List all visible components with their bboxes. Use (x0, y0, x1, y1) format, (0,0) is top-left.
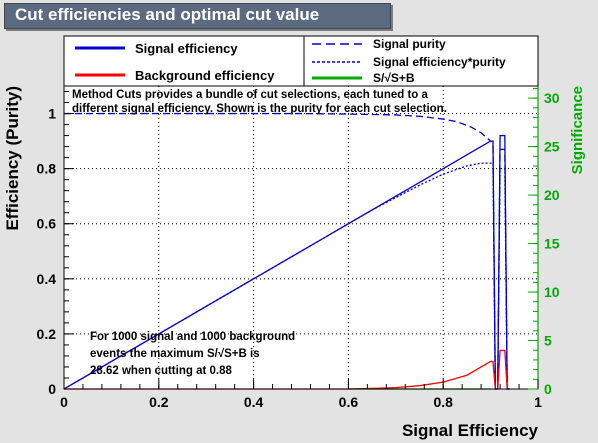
y2-tick-label: 0 (544, 381, 552, 397)
annotation-top-line-1: Method Cuts provides a bundle of cut sel… (72, 89, 428, 101)
y2-tick-label: 30 (544, 90, 560, 106)
annotation-bottom-line-2: events the maximum S/√S+B is (90, 348, 260, 360)
x-tick-label: 0.2 (149, 394, 169, 410)
y-tick-label: 0.8 (37, 161, 57, 177)
y-tick-label: 0.4 (37, 271, 57, 287)
y-axis-title: Efficiency (Purity) (3, 86, 22, 231)
y2-tick-label: 5 (544, 333, 552, 349)
annotation-top-line-2: different signal efficiency. Shown is th… (72, 103, 447, 115)
y2-tick-label: 25 (544, 139, 560, 155)
legend-box (63, 35, 539, 87)
x-tick-label: 0.8 (433, 394, 453, 410)
x-tick-label: 0 (60, 394, 68, 410)
annotation-bottom-line-3: 28.62 when cutting at 0.88 (90, 365, 232, 377)
y-tick-label: 1 (48, 106, 56, 122)
y-tick-label: 0 (48, 381, 56, 397)
x-tick-label: 1 (534, 394, 542, 410)
legend-label-signal-efficiency-purity: Signal efficiency*purity (373, 55, 506, 69)
y2-tick-label: 10 (544, 284, 560, 300)
y2-tick-label: 15 (544, 236, 560, 252)
x-axis-title: Signal Efficiency (402, 421, 539, 440)
y-tick-label: 0.6 (37, 216, 57, 232)
legend-label-signal-efficiency: Signal efficiency (135, 41, 238, 56)
x-tick-label: 0.6 (339, 394, 359, 410)
legend-label-background-efficiency: Background efficiency (135, 68, 275, 83)
y2-axis-title: Significance (569, 86, 586, 174)
y2-tick-label: 20 (544, 187, 560, 203)
annotation-bottom-line-1: For 1000 signal and 1000 background (90, 331, 296, 343)
x-tick-label: 0.4 (244, 394, 264, 410)
chart-title-box: Cut efficiencies and optimal cut value (4, 3, 391, 29)
legend-label-signal-purity: Signal purity (373, 37, 446, 51)
legend-label-significance: S/√S+B (373, 71, 415, 85)
y-tick-label: 0.2 (37, 326, 57, 342)
chart-title: Cut efficiencies and optimal cut value (15, 5, 320, 24)
plot-area (64, 86, 538, 389)
